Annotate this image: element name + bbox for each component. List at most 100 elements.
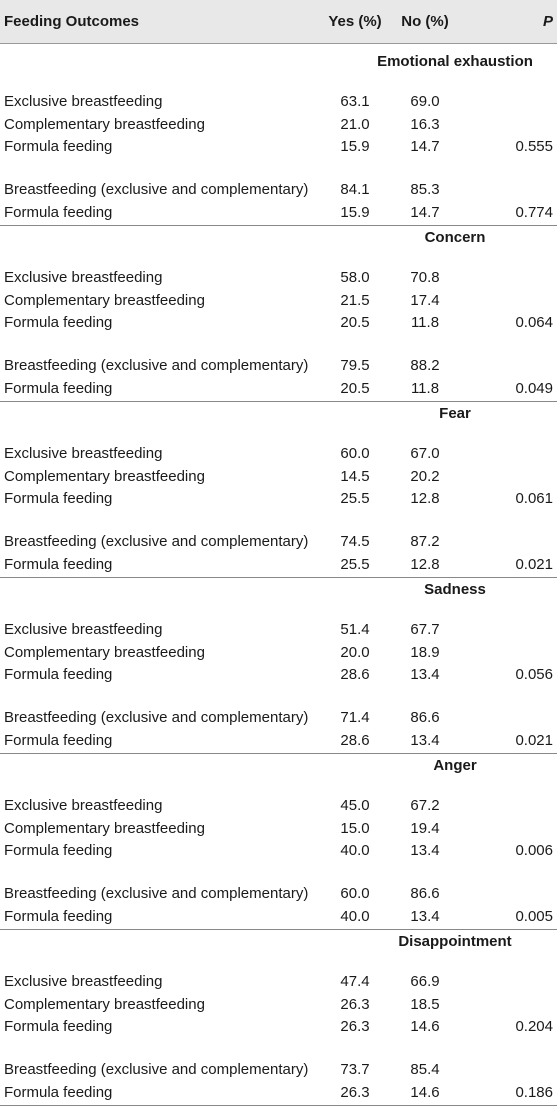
section-rule [0,1105,557,1106]
row-label: Exclusive breastfeeding [4,93,163,110]
cell: 13.4 [410,842,440,859]
row-label: Exclusive breastfeeding [4,797,163,814]
cell: 73.7 [340,1061,370,1078]
cell: 13.4 [410,731,440,749]
cell: 0.204 [515,1018,553,1035]
cell: 69.0 [410,93,440,110]
cell: 12.8 [410,555,440,573]
cell: 71.4 [340,709,370,726]
cell: 0.061 [515,490,553,507]
section-title: Emotional exhaustion [377,53,533,70]
row-label: Exclusive breastfeeding [4,621,163,638]
cell: 14.7 [410,203,440,221]
row-label: Formula feeding [4,842,113,859]
section-rule [0,225,557,226]
row-label: Formula feeding [4,1083,113,1101]
row-label: Complementary breastfeeding [4,819,205,837]
cell: 28.6 [340,731,370,749]
row-label: Breastfeeding (exclusive and complementa… [4,357,309,374]
cell: 67.0 [410,445,440,462]
cell: 40.0 [340,842,370,859]
cell: 15.0 [340,819,370,837]
cell: 21.0 [340,115,370,133]
cell: 0.064 [515,314,553,331]
cell: 0.005 [515,907,553,925]
cell: 0.056 [515,666,553,683]
section-rule [0,929,557,930]
cell: 0.021 [515,555,553,573]
section-rule [0,401,557,402]
cell: 25.5 [340,490,370,507]
cell: 20.0 [340,643,370,661]
cell: 70.8 [410,269,440,286]
cell: 15.9 [340,138,370,155]
section-title: Anger [433,757,477,774]
row-label: Complementary breastfeeding [4,467,205,485]
cell: 74.5 [340,533,370,550]
cell: 0.006 [515,842,553,859]
cell: 85.4 [410,1061,440,1078]
cell: 20.5 [340,314,370,331]
cell: 60.0 [340,885,370,902]
cell: 11.8 [410,379,440,397]
header-row [0,0,557,44]
column-header: Feeding Outcomes [4,13,140,30]
section-rule [0,753,557,754]
cell: 13.4 [410,907,440,925]
cell: 0.555 [515,138,553,155]
row-label: Complementary breastfeeding [4,643,205,661]
section-title: Sadness [424,581,486,598]
cell: 67.2 [410,797,440,814]
cell: 14.6 [410,1083,440,1101]
cell: 20.2 [410,467,440,485]
row-label: Breastfeeding (exclusive and complementa… [4,885,309,902]
section-title: Disappointment [398,933,512,950]
cell: 85.3 [410,181,440,198]
cell: 47.4 [340,973,370,990]
cell: 45.0 [340,797,370,814]
cell: 26.3 [340,1083,370,1101]
cell: 11.8 [410,314,440,331]
row-label: Formula feeding [4,555,113,573]
cell: 63.1 [340,93,370,110]
row-label: Breastfeeding (exclusive and complementa… [4,181,309,198]
column-header: No (%) [401,13,449,30]
cell: 86.6 [410,885,440,902]
cell: 51.4 [340,621,370,638]
cell: 26.3 [340,1018,370,1035]
cell: 12.8 [410,490,440,507]
cell: 20.5 [340,379,370,397]
row-label: Formula feeding [4,314,113,331]
row-label: Complementary breastfeeding [4,291,205,309]
cell: 86.6 [410,709,440,726]
cell: 26.3 [340,995,370,1013]
row-label: Formula feeding [4,379,113,397]
cell: 16.3 [410,115,440,133]
cell: 0.186 [515,1083,553,1101]
cell: 79.5 [340,357,370,374]
section-rule [0,577,557,578]
cell: 14.5 [340,467,370,485]
row-label: Formula feeding [4,138,113,155]
cell: 40.0 [340,907,370,925]
cell: 28.6 [340,666,370,683]
row-label: Formula feeding [4,666,113,683]
cell: 14.6 [410,1018,440,1035]
row-label: Exclusive breastfeeding [4,269,163,286]
cell: 0.021 [515,731,553,749]
cell: 67.7 [410,621,440,638]
row-label: Formula feeding [4,1018,113,1035]
cell: 88.2 [410,357,440,374]
cell: 0.774 [515,203,553,221]
cell: 84.1 [340,181,370,198]
cell: 17.4 [410,291,440,309]
column-header: P [542,13,553,30]
row-label: Breastfeeding (exclusive and complementa… [4,709,309,726]
row-label: Complementary breastfeeding [4,115,205,133]
cell: 13.4 [410,666,440,683]
section-title: Fear [439,405,471,422]
row-label: Formula feeding [4,731,113,749]
row-label: Complementary breastfeeding [4,995,205,1013]
section-title: Concern [424,229,486,246]
